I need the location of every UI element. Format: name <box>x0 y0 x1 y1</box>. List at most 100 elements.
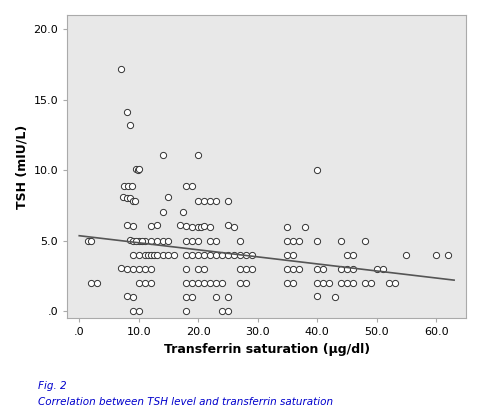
Point <box>141 266 148 272</box>
Point <box>200 280 208 286</box>
Point <box>188 251 196 258</box>
Point <box>283 280 291 286</box>
Point <box>200 251 208 258</box>
Point <box>194 237 202 244</box>
Point <box>212 280 219 286</box>
Point <box>188 183 196 189</box>
Point <box>117 265 124 272</box>
Point <box>123 109 131 116</box>
Point <box>212 251 219 258</box>
Point <box>129 198 136 204</box>
Point <box>197 223 204 230</box>
Point <box>129 251 136 258</box>
Point <box>402 251 409 258</box>
Point <box>129 294 136 300</box>
Point <box>378 266 386 272</box>
Point <box>313 237 321 244</box>
Point <box>188 237 196 244</box>
Point <box>129 266 136 272</box>
Point <box>313 280 321 286</box>
X-axis label: Transferrin saturation (µg/dl): Transferrin saturation (µg/dl) <box>163 343 369 356</box>
Text: Correlation between TSH level and transferrin saturation: Correlation between TSH level and transf… <box>38 397 333 407</box>
Point <box>206 280 214 286</box>
Point <box>289 251 297 258</box>
Point <box>158 237 166 244</box>
Point <box>182 266 190 272</box>
Text: Fig. 2: Fig. 2 <box>38 382 67 391</box>
Point <box>224 222 231 228</box>
Point <box>123 222 131 228</box>
Point <box>182 294 190 300</box>
Point <box>134 280 142 286</box>
Point <box>336 280 344 286</box>
Point <box>289 280 297 286</box>
Point <box>138 237 145 244</box>
Point <box>126 122 133 128</box>
Point <box>144 251 151 258</box>
Point <box>313 293 321 299</box>
Point <box>348 266 356 272</box>
Point <box>146 222 154 229</box>
Point <box>153 251 160 258</box>
Point <box>390 280 397 286</box>
Point <box>206 223 214 230</box>
Point <box>229 223 237 230</box>
Point <box>283 266 291 272</box>
Point <box>313 167 321 173</box>
Point <box>158 151 166 158</box>
Point <box>342 280 350 286</box>
Point <box>200 198 208 204</box>
Point <box>194 280 202 286</box>
Point <box>182 308 190 314</box>
Point <box>134 237 142 244</box>
Point <box>123 195 131 201</box>
Point <box>194 198 202 204</box>
Point <box>194 223 202 230</box>
Point <box>229 251 237 258</box>
Point <box>236 266 243 272</box>
Point <box>133 167 141 173</box>
Point <box>134 166 142 172</box>
Point <box>218 280 226 286</box>
Point <box>224 251 231 258</box>
Point <box>179 209 187 216</box>
Point <box>124 183 132 189</box>
Point <box>212 237 219 244</box>
Point <box>432 251 439 258</box>
Point <box>241 251 249 258</box>
Point <box>194 151 202 158</box>
Point <box>224 198 231 204</box>
Point <box>218 251 226 258</box>
Point <box>132 166 139 173</box>
Point <box>444 251 451 258</box>
Point <box>164 237 172 244</box>
Point <box>146 237 154 244</box>
Point <box>119 194 126 200</box>
Point <box>84 237 92 244</box>
Point <box>134 251 142 258</box>
Point <box>188 223 196 230</box>
Point <box>123 266 131 272</box>
Point <box>141 237 148 244</box>
Point <box>134 308 142 314</box>
Point <box>158 209 166 216</box>
Point <box>129 222 136 229</box>
Point <box>158 251 166 258</box>
Point <box>206 251 214 258</box>
Point <box>241 266 249 272</box>
Point <box>123 293 131 300</box>
Point <box>348 251 356 258</box>
Point <box>132 237 139 244</box>
Point <box>236 251 243 258</box>
Point <box>164 251 172 258</box>
Point <box>200 266 208 272</box>
Point <box>295 266 302 272</box>
Point <box>247 251 255 258</box>
Point <box>170 251 178 258</box>
Point <box>188 294 196 300</box>
Point <box>182 251 190 258</box>
Point <box>134 266 142 272</box>
Point <box>324 280 332 286</box>
Point <box>200 222 208 229</box>
Point <box>236 237 243 244</box>
